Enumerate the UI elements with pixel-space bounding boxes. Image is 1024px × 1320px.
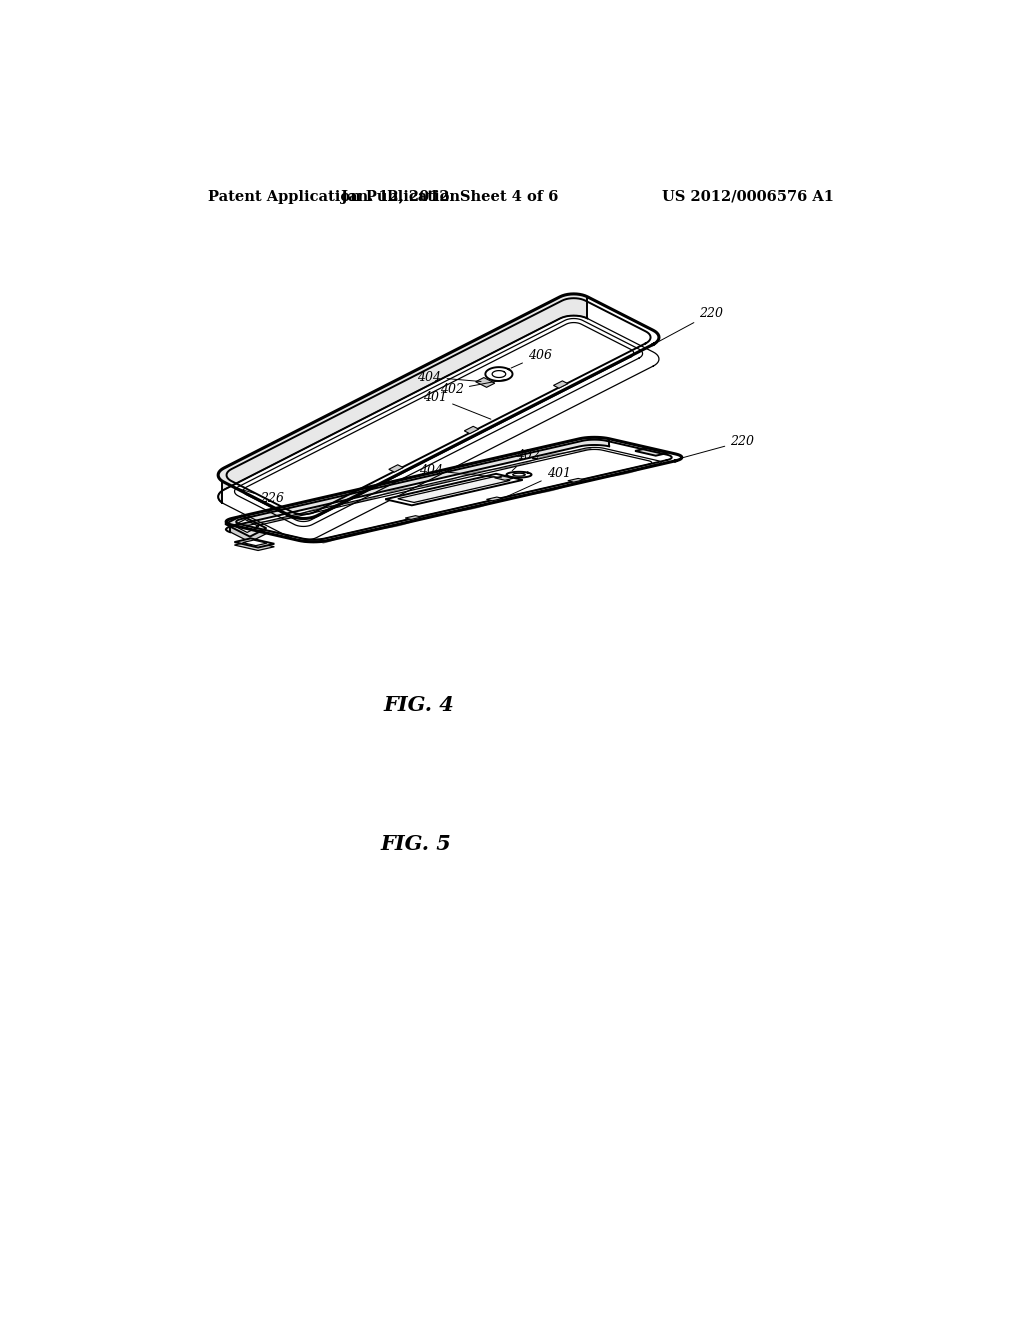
Text: Patent Application Publication: Patent Application Publication [208, 190, 460, 203]
Text: US 2012/0006576 A1: US 2012/0006576 A1 [662, 190, 834, 203]
Polygon shape [495, 477, 513, 480]
Text: FIG. 5: FIG. 5 [380, 834, 451, 854]
Polygon shape [567, 478, 584, 482]
Polygon shape [218, 294, 588, 503]
Polygon shape [234, 541, 274, 550]
Polygon shape [233, 520, 259, 532]
Text: Jan. 12, 2012  Sheet 4 of 6: Jan. 12, 2012 Sheet 4 of 6 [341, 190, 559, 203]
Polygon shape [397, 477, 510, 503]
Text: FIG. 4: FIG. 4 [384, 696, 455, 715]
Polygon shape [475, 378, 495, 387]
Text: 401: 401 [507, 466, 570, 496]
Polygon shape [635, 449, 668, 455]
Text: 402: 402 [512, 449, 541, 471]
Text: 406: 406 [511, 348, 552, 368]
Text: 220: 220 [659, 306, 723, 342]
Polygon shape [226, 437, 609, 532]
Polygon shape [234, 539, 274, 548]
Polygon shape [225, 521, 266, 543]
Text: 402: 402 [440, 379, 506, 396]
Polygon shape [464, 426, 478, 434]
Polygon shape [406, 516, 422, 519]
Text: 404: 404 [418, 371, 481, 384]
Polygon shape [389, 465, 403, 473]
Polygon shape [385, 474, 522, 506]
Polygon shape [225, 516, 266, 537]
Text: 404: 404 [419, 463, 502, 478]
Text: 226: 226 [233, 487, 284, 506]
Text: 401: 401 [423, 391, 490, 420]
Text: 220: 220 [683, 436, 755, 458]
Polygon shape [554, 381, 568, 388]
Polygon shape [243, 540, 267, 545]
Polygon shape [486, 498, 503, 500]
